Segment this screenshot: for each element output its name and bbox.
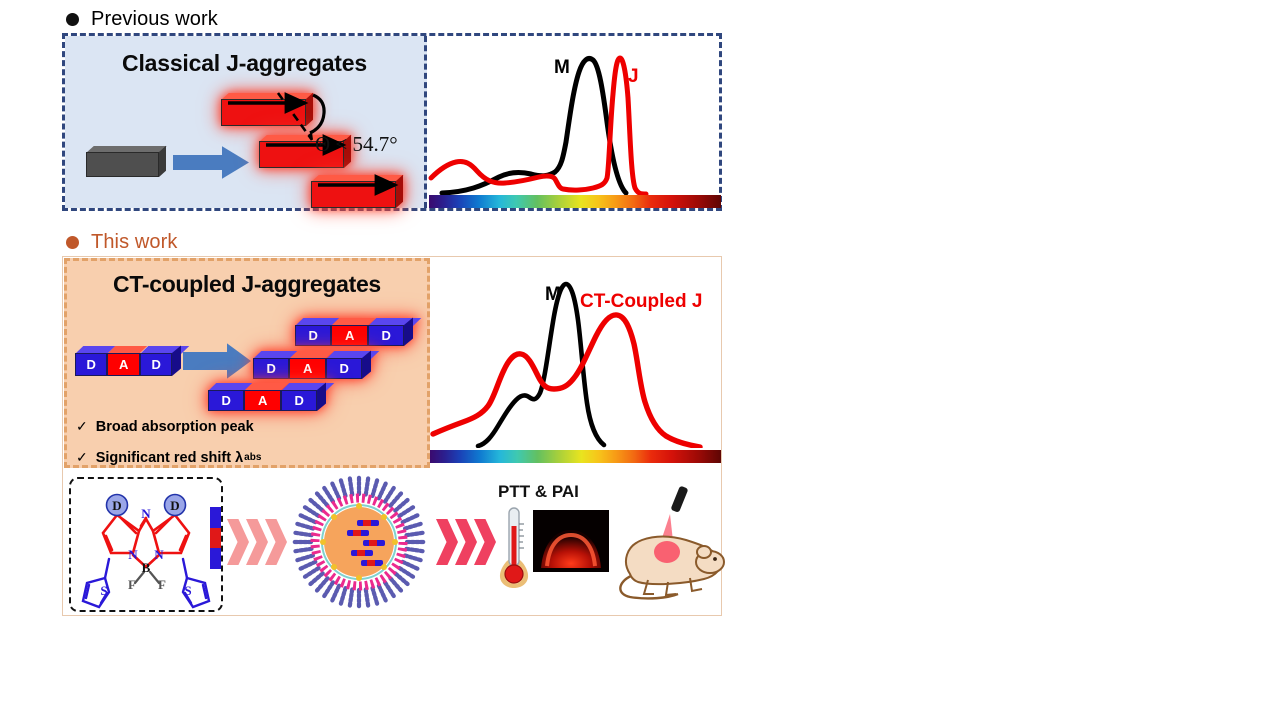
chevron-icon	[265, 519, 287, 565]
checklist-label: Broad absorption peak	[95, 418, 254, 435]
checklist-label-subscript: abs	[244, 452, 262, 463]
block-label-a: A	[289, 358, 326, 379]
classical-j-aggregates-title: Classical J-aggregates	[122, 50, 367, 76]
block-label-d: D	[280, 390, 318, 411]
aggregate-dad-block-bottom: D A D	[208, 382, 335, 411]
block-label-d: D	[139, 353, 173, 376]
block-label-d: D	[367, 325, 405, 346]
checklist-item-red-shift: ✓ Significant red shift λ abs	[76, 449, 261, 466]
spectrum-annotation-m-previous: M	[554, 57, 570, 78]
block-label-a: A	[107, 353, 140, 376]
spectrum-previous-work: M J	[427, 36, 721, 208]
svg-text:S: S	[100, 583, 107, 598]
svg-text:N: N	[141, 506, 151, 521]
chevron-icon	[246, 519, 268, 565]
panel-previous-work: Classical J-aggregates	[62, 33, 722, 211]
dipole-arrows-svg	[228, 92, 399, 196]
process-arrow-1	[227, 519, 287, 565]
section-label-previous-work: Previous work	[91, 8, 218, 30]
bullet-icon-previous	[66, 12, 79, 26]
transformation-arrow-this	[183, 343, 251, 379]
aggregate-dad-block-top: D A D	[295, 317, 422, 346]
block-label-d: D	[253, 358, 290, 379]
svg-text:B: B	[142, 560, 151, 575]
donor-circle-right	[163, 493, 187, 517]
spectrum-annotation-j-previous: J	[628, 66, 639, 87]
check-icon: ✓	[76, 449, 88, 465]
svg-text:N: N	[128, 547, 138, 562]
panel-previous-schematic: Classical J-aggregates	[65, 36, 427, 208]
transformation-arrow-previous	[173, 146, 249, 179]
block-label-a: A	[331, 325, 368, 346]
block-label-d: D	[325, 358, 363, 379]
thermometer-icon	[499, 507, 529, 588]
monomer-block-gray	[86, 145, 167, 177]
block-label-d: D	[295, 325, 332, 346]
block-label-d: D	[208, 390, 245, 411]
molecule-structure-box: D D N N N B F F S S	[69, 477, 223, 612]
workflow-strip: D D N N N B F F S S	[64, 468, 725, 614]
check-icon: ✓	[76, 418, 88, 434]
tumor-spot	[654, 541, 680, 563]
chevron-icon	[455, 519, 477, 565]
dye-bar-icon	[210, 507, 221, 569]
checklist-label: Significant red shift λ	[95, 449, 244, 466]
svg-text:S: S	[184, 583, 191, 598]
spectrum-this-work-curves	[430, 281, 703, 448]
bodipy-molecule-svg: D D N N N B F F S S	[81, 493, 211, 609]
chevron-icon	[474, 519, 496, 565]
angle-annotation: Θ < 54.7°	[315, 132, 398, 156]
bullet-icon-this-work	[66, 235, 79, 249]
colorbar-previous	[429, 195, 721, 208]
panel-this-schematic: CT-coupled J-aggregates D A D	[64, 258, 430, 468]
svg-text:F: F	[158, 577, 166, 592]
section-header-previous-work: Previous work	[66, 9, 218, 29]
spectrum-annotation-m-this: M	[545, 284, 561, 305]
chevron-icon	[436, 519, 458, 565]
donor-circle-left	[105, 493, 129, 517]
svg-text:N: N	[154, 547, 164, 562]
colorbar-this-work	[430, 450, 721, 463]
block-label-a: A	[244, 390, 281, 411]
application-label: PTT & PAI	[498, 482, 579, 501]
photoacoustic-image	[533, 510, 609, 572]
svg-text:F: F	[128, 577, 136, 592]
ct-coupled-j-aggregates-title: CT-coupled J-aggregates	[113, 271, 381, 297]
checklist-item-broad-absorption: ✓ Broad absorption peak	[76, 418, 254, 435]
block-label-d: D	[75, 353, 108, 376]
section-header-this-work: This work	[66, 232, 177, 252]
process-arrow-2	[436, 519, 496, 565]
section-label-this-work: This work	[91, 231, 178, 253]
spectrum-annotation-ct-coupled-j: CT-Coupled J	[580, 291, 703, 312]
nanoparticle-icon	[290, 473, 428, 611]
chevron-icon	[227, 519, 249, 565]
svg-text:D: D	[112, 498, 121, 513]
panel-this-work: CT-coupled J-aggregates D A D	[62, 256, 725, 616]
monomer-dad-block: D A D	[75, 345, 190, 376]
svg-text:D: D	[170, 498, 179, 513]
spectrum-previous-curves	[428, 55, 649, 196]
mouse-icon	[619, 486, 725, 600]
aggregate-dad-block-middle: D A D	[253, 350, 380, 379]
spectrum-this-work: M CT-Coupled J	[430, 258, 721, 468]
